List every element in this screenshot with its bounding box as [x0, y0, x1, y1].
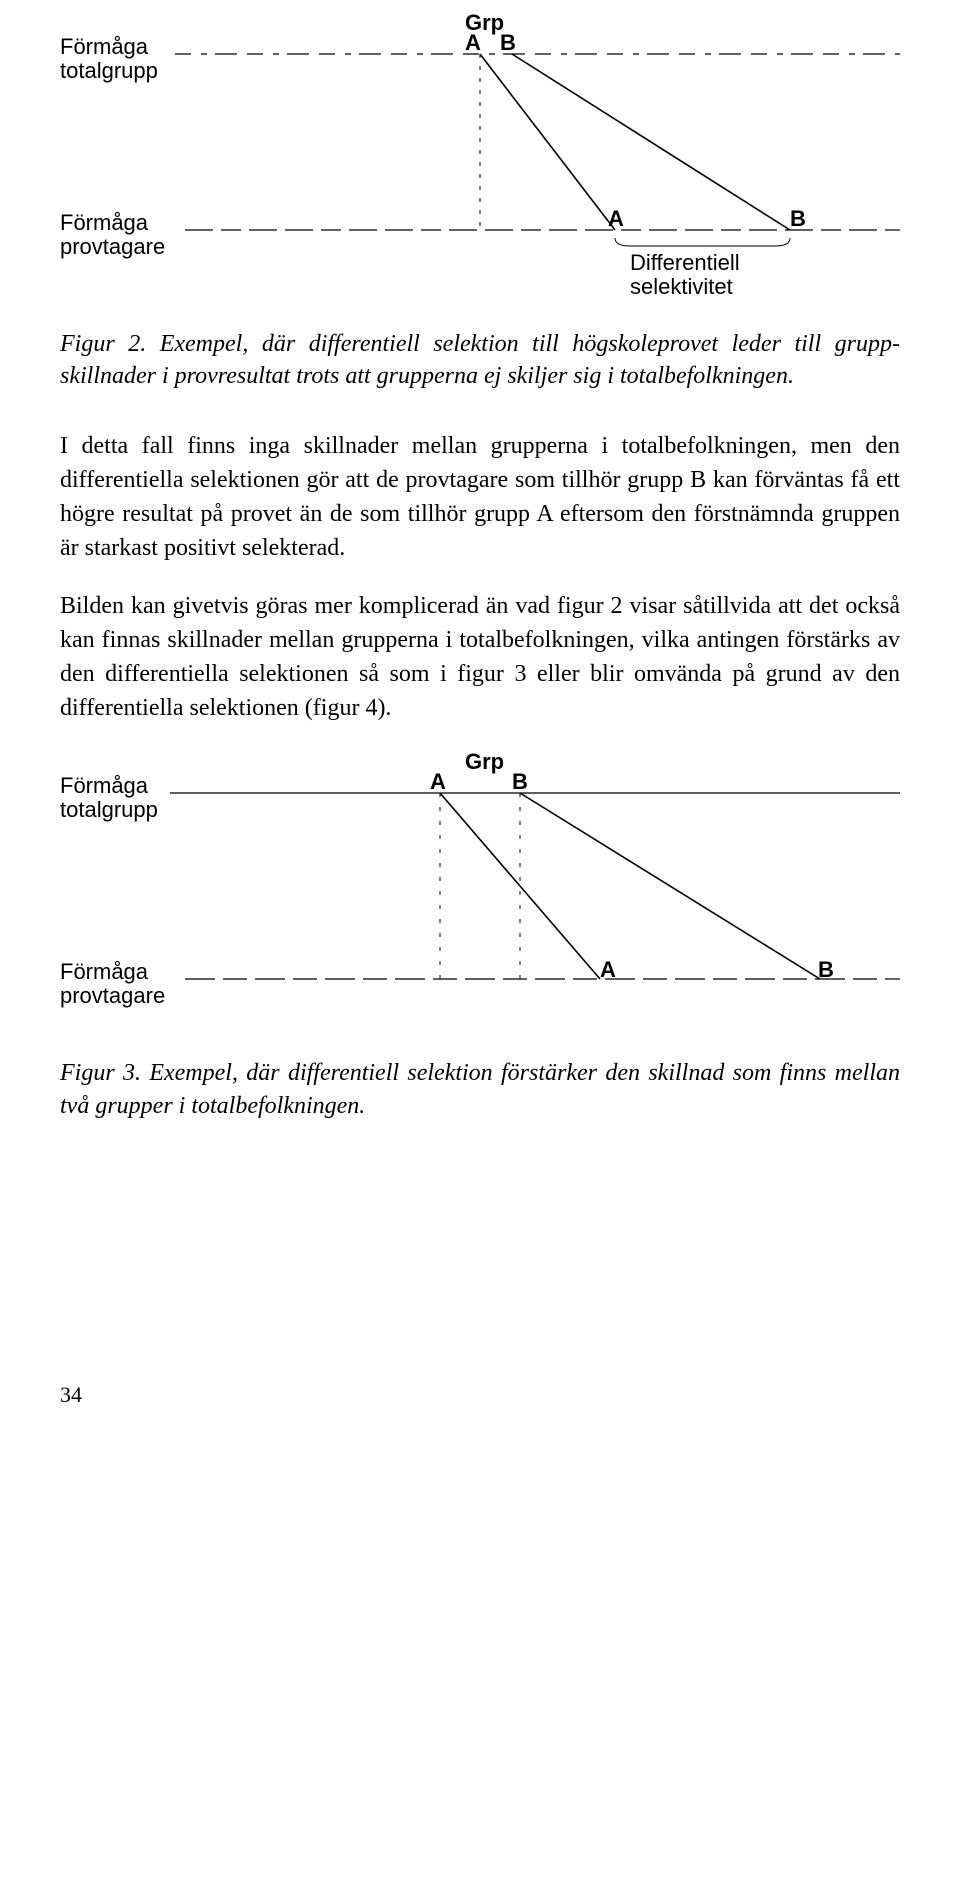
figure-2-caption: Figur 2. Exempel, där differentiell sele…	[60, 328, 900, 393]
bottom-b: B	[790, 206, 806, 232]
figure-3-caption: Figur 3. Exempel, där differentiell sele…	[60, 1057, 900, 1122]
figure-3-svg	[60, 749, 900, 1039]
label-formaga-top: Förmåga	[60, 773, 148, 799]
col-a-top: A	[430, 769, 446, 795]
label-provtagare: provtagare	[60, 234, 165, 260]
col-b-top: B	[512, 769, 528, 795]
col-b-top: B	[500, 30, 516, 56]
page-number: 34	[60, 1382, 900, 1408]
bottom-a: A	[600, 957, 616, 983]
page: Grp A B Förmåga totalgrupp Förmåga provt…	[0, 0, 960, 1448]
bottom-a: A	[608, 206, 624, 232]
label-totalgrupp: totalgrupp	[60, 58, 158, 84]
label-provtagare: provtagare	[60, 983, 165, 1009]
label-formaga-bot: Förmåga	[60, 210, 148, 236]
figure-3: Grp A B Förmåga totalgrupp Förmåga provt…	[60, 749, 900, 1039]
label-totalgrupp: totalgrupp	[60, 797, 158, 823]
paragraph-1: I detta fall finns inga skillnader mella…	[60, 429, 900, 565]
diff-label-1: Differentiell	[630, 250, 740, 276]
grp-label: Grp	[465, 749, 504, 775]
paragraph-2: Bilden kan givetvis göras mer komplicera…	[60, 589, 900, 725]
label-formaga-bot: Förmåga	[60, 959, 148, 985]
col-a-top: A	[465, 30, 481, 56]
diff-label-2: selektivitet	[630, 274, 733, 300]
label-formaga-top: Förmåga	[60, 34, 148, 60]
figure-2: Grp A B Förmåga totalgrupp Förmåga provt…	[60, 10, 900, 310]
bottom-b: B	[818, 957, 834, 983]
